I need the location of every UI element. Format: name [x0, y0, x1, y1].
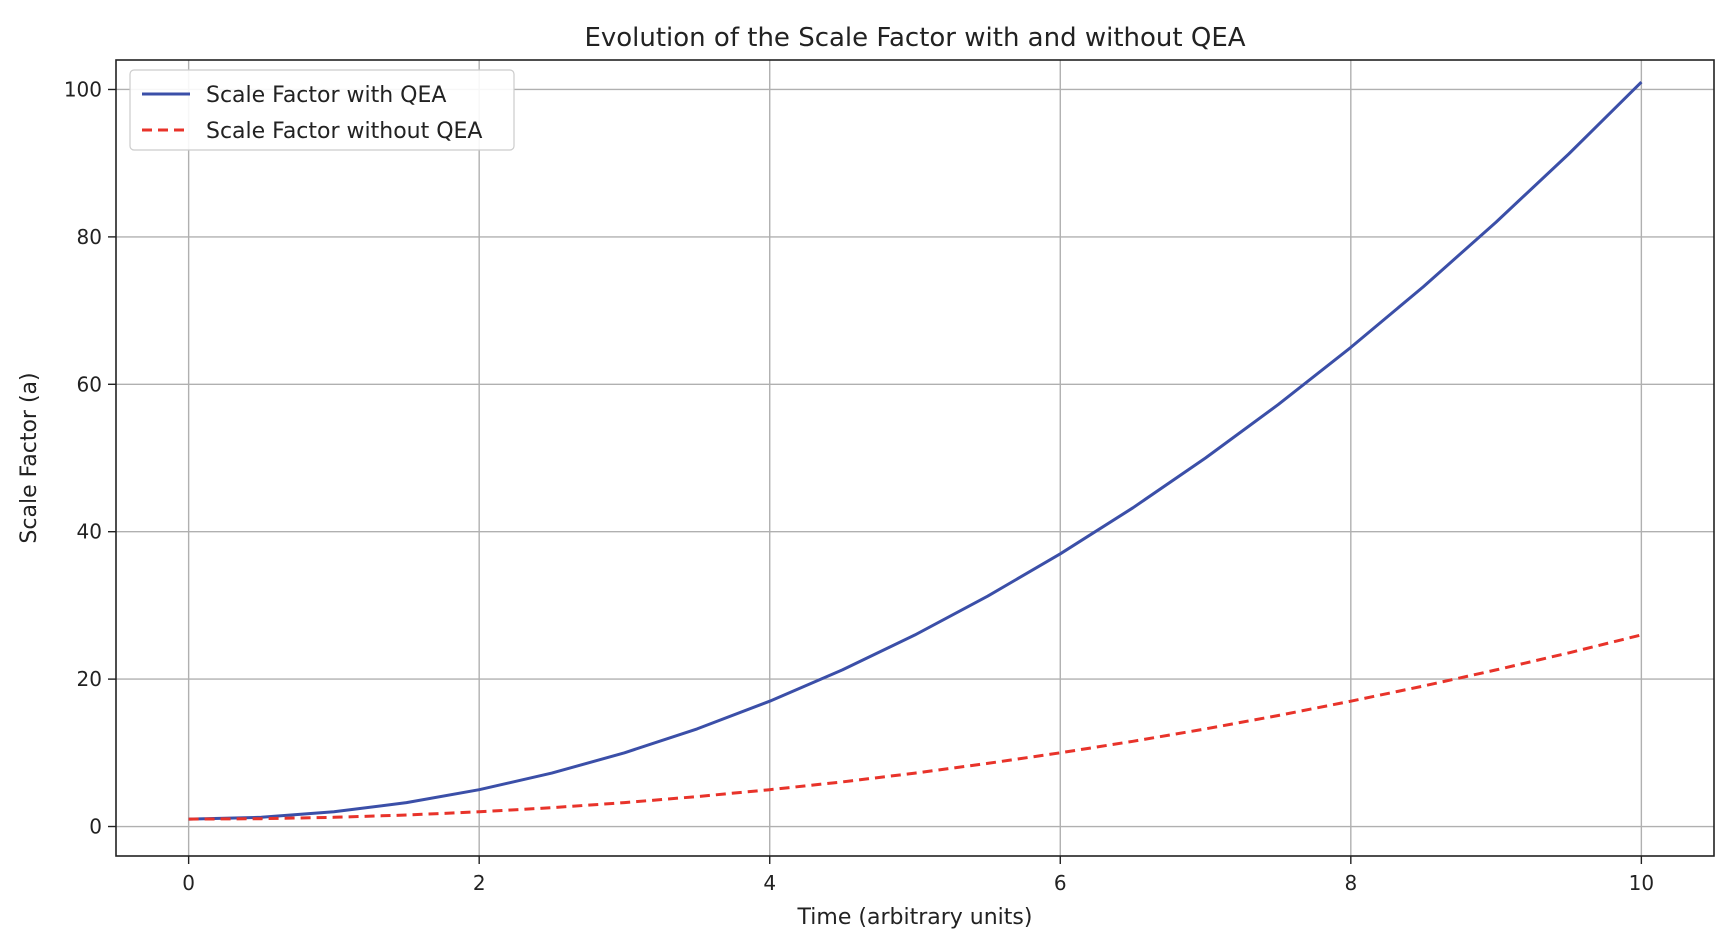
x-tick-label: 8: [1344, 871, 1357, 895]
x-axis-label: Time (arbitrary units): [797, 905, 1033, 930]
y-tick-label: 100: [64, 77, 102, 101]
x-tick-label: 6: [1054, 871, 1067, 895]
x-tick-label: 0: [182, 871, 195, 895]
legend-box: [129, 69, 515, 151]
chart-title: Evolution of the Scale Factor with and w…: [584, 23, 1245, 53]
y-tick-label: 60: [77, 372, 102, 396]
y-tick-label: 0: [89, 815, 102, 839]
y-tick-label: 40: [77, 520, 102, 544]
series-line-without-qea: [188, 633, 1642, 821]
x-tick-label: 2: [473, 871, 486, 895]
plot-frame: [115, 59, 1715, 857]
grid-lines: [116, 60, 1714, 856]
x-tick-label: 4: [763, 871, 776, 895]
series-lines: [188, 81, 1643, 821]
x-tick-label: 10: [1629, 871, 1654, 895]
legend: Scale Factor with QEA Scale Factor witho…: [129, 69, 515, 151]
y-tick-label: 20: [77, 667, 102, 691]
y-axis-label: Scale Factor (a): [17, 372, 42, 543]
series-line-with-qea: [188, 81, 1643, 821]
legend-label-with-qea: Scale Factor with QEA: [206, 83, 446, 108]
legend-label-without-qea: Scale Factor without QEA: [206, 119, 482, 144]
y-tick-label: 80: [77, 225, 102, 249]
